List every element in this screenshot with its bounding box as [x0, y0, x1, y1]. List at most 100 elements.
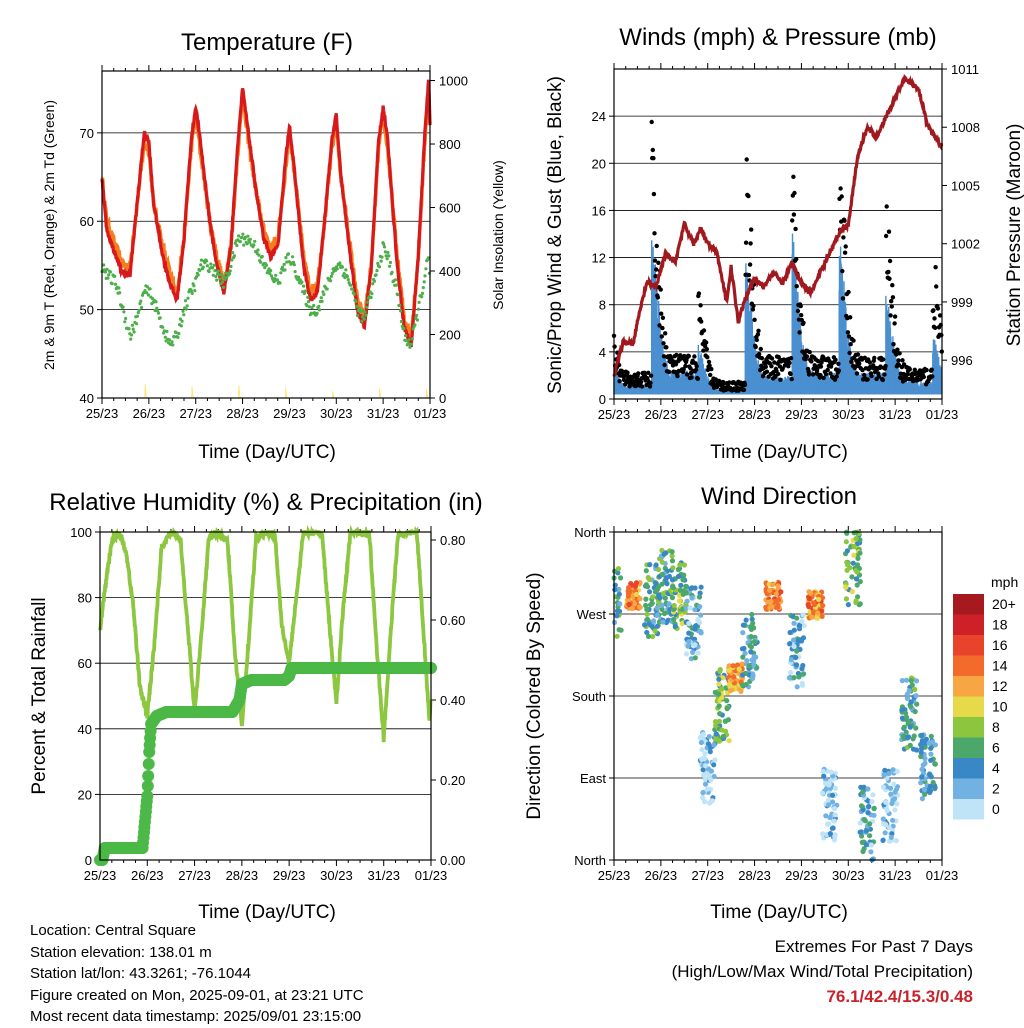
y-tick-label: 24 [592, 109, 606, 124]
dewpoint-point [243, 235, 247, 239]
gust-point [842, 218, 847, 223]
dewpoint-point [253, 239, 257, 243]
dewpoint-point [143, 289, 147, 293]
direction-point [854, 562, 861, 568]
direction-point [676, 598, 683, 604]
y-tick-label-right: 1002 [951, 237, 980, 252]
direction-point [629, 605, 635, 612]
direction-point [867, 833, 873, 839]
gust-point [647, 384, 653, 389]
x-tick-label: 31/23 [879, 407, 912, 422]
direction-point [712, 757, 718, 763]
direction-point [683, 605, 689, 611]
direction-point [680, 577, 686, 583]
gust-point [706, 359, 712, 365]
gust-point [727, 380, 732, 385]
dewpoint-point [317, 304, 321, 308]
gust-point [819, 360, 824, 365]
direction-point [678, 582, 684, 589]
direction-point [748, 649, 754, 655]
gust-point [933, 265, 938, 270]
x-tick-label: 25/23 [598, 868, 631, 883]
gust-point [862, 372, 867, 378]
direction-point [644, 611, 650, 617]
gust-point [889, 304, 894, 309]
direction-point [763, 604, 769, 611]
direction-point [849, 588, 855, 595]
dewpoint-point [388, 260, 393, 265]
direction-point [799, 666, 805, 672]
dewpoint-point [233, 241, 237, 245]
direction-point [871, 812, 877, 818]
direction-point [731, 674, 737, 680]
dewpoint-point [344, 268, 348, 272]
direction-point [926, 740, 932, 746]
direction-point [653, 562, 659, 568]
direction-point [918, 780, 924, 786]
gust-point [881, 357, 886, 362]
solar-insolation-line [102, 383, 430, 399]
gust-point [890, 283, 895, 288]
gust-point [698, 303, 703, 308]
direction-point [903, 677, 910, 683]
gust-point [892, 314, 898, 319]
temperature-ylabel-right: Solar Insolation (Yellow) [490, 160, 506, 310]
y-tick-label: 100 [70, 525, 92, 540]
dewpoint-point [350, 287, 355, 291]
direction-point [671, 616, 677, 623]
direction-point [880, 816, 886, 822]
direction-point [904, 695, 911, 702]
direction-point [913, 725, 919, 731]
dewpoint-point [158, 316, 162, 320]
dewpoint-point [404, 334, 408, 338]
direction-point [923, 736, 930, 742]
direction-point [858, 803, 865, 809]
direction-point [776, 597, 782, 603]
legend-swatch [953, 676, 984, 697]
dewpoint-point [382, 242, 386, 246]
legend-swatch [953, 635, 984, 656]
x-tick-label: 28/23 [226, 868, 259, 883]
dewpoint-point [199, 263, 203, 267]
dewpoint-point [174, 331, 178, 335]
gust-point [769, 364, 774, 369]
dewpoint-point [382, 245, 387, 249]
y-tick-label-right: 0.80 [440, 533, 465, 548]
direction-point [805, 602, 811, 608]
gust-point [758, 346, 763, 352]
dewpoint-point [122, 310, 126, 314]
direction-point [853, 598, 859, 604]
dewpoint-point [354, 299, 358, 304]
plot-frame [101, 70, 431, 399]
gust-point [759, 356, 765, 361]
plot-frame [99, 531, 432, 861]
gust-point [660, 325, 665, 331]
direction-point [920, 762, 926, 768]
direction-point [644, 616, 651, 623]
gust-point [666, 369, 672, 375]
legend-label: 8 [992, 719, 1000, 735]
direction-point [910, 736, 916, 742]
dewpoint-point [161, 325, 165, 329]
dewpoint-point [296, 278, 300, 282]
y-tick-label-right: 0 [439, 391, 446, 406]
extremes-box: Extremes For Past 7 Days (High/Low/Max W… [672, 934, 973, 1009]
gust-point [892, 321, 897, 326]
direction-point [702, 781, 709, 787]
dewpoint-point [298, 278, 302, 282]
dewpoint-point [374, 273, 378, 277]
dewpoint-point [399, 319, 403, 324]
dewpoint-point [404, 339, 409, 343]
direction-point [857, 820, 864, 826]
dewpoint-point [329, 274, 333, 278]
direction-point [649, 600, 655, 606]
direction-point [716, 676, 722, 682]
direction-point [626, 601, 632, 608]
direction-point [681, 562, 688, 568]
direction-point [870, 792, 876, 798]
direction-point [888, 791, 894, 797]
gust-point [871, 363, 876, 368]
gust-point [794, 256, 799, 262]
legend-swatch [953, 717, 984, 738]
direction-point [633, 591, 640, 598]
